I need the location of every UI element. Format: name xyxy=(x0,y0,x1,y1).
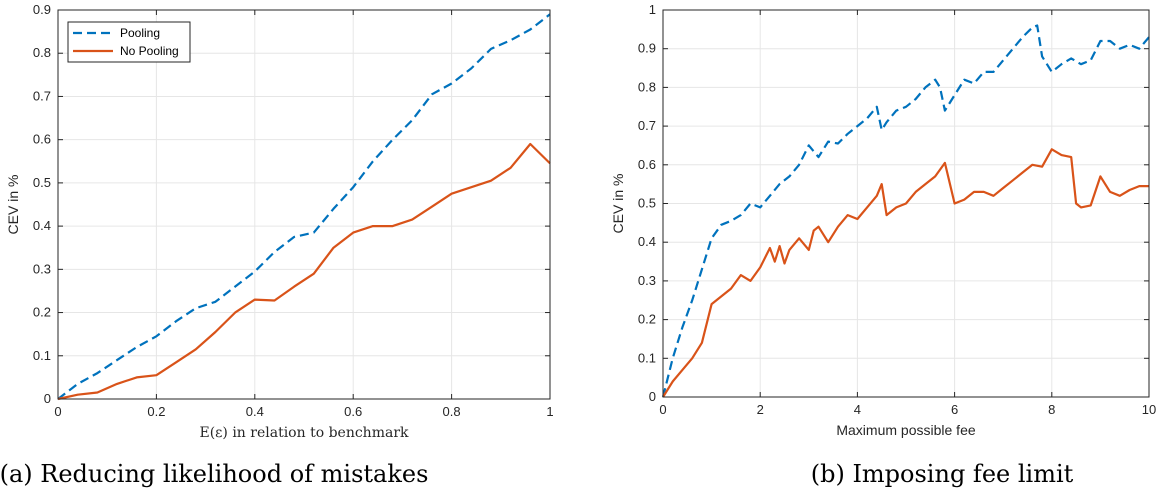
y-tick-label: 0.4 xyxy=(33,218,51,233)
y-tick-label: 0.1 xyxy=(638,350,656,365)
caption-b: (b) Imposing fee limit xyxy=(811,460,1074,488)
x-axis-label-a: E(ε) in relation to benchmark xyxy=(199,425,409,441)
legend-label-pooling: Pooling xyxy=(120,26,160,40)
x-tick-label: 6 xyxy=(951,402,958,417)
chart-panel-a: 0 0.2 0.4 0.6 0.8 1 0 0.1 0.2 0.3 0.4 0.5 0.6 0.7 0.8 0… xyxy=(0,2,554,488)
x-tick-label: 1 xyxy=(546,404,553,419)
grid-a xyxy=(57,9,551,400)
ticks-a: 0 0.2 0.4 0.6 0.8 1 0 0.1 0.2 0.3 0.4 0.5 0.6 0.7 0.8 0… xyxy=(33,2,554,419)
x-tick-label: 8 xyxy=(1048,402,1055,417)
ticks-b: 0 2 4 6 8 10 0 0.1 0.2 0.3 0.4 0.5 0.6 0.7 0.8 0.9 1 xyxy=(638,2,1156,417)
series-layer-b xyxy=(661,24,1150,398)
legend-label-no-pooling: No Pooling xyxy=(120,44,179,58)
x-tick-label: 0.8 xyxy=(443,404,461,419)
chart-panel-b: 0 2 4 6 8 10 0 0.1 0.2 0.3 0.4 0.5 0.6 0.7 0.8 0.9 1 Max… xyxy=(610,2,1156,488)
y-tick-label: 1 xyxy=(649,2,656,17)
series-layer-a xyxy=(57,13,551,401)
y-tick-label: 0.5 xyxy=(638,196,656,211)
x-axis-label-b: Maximum possible fee xyxy=(836,422,975,438)
y-tick-label: 0.5 xyxy=(33,175,51,190)
x-tick-label: 10 xyxy=(1142,402,1156,417)
x-tick-label: 0.6 xyxy=(344,404,362,419)
caption-a: (a) Reducing likelihood of mistakes xyxy=(0,460,428,488)
x-tick-label: 4 xyxy=(854,402,861,417)
y-tick-label: 0.1 xyxy=(33,348,51,363)
y-tick-label: 0.9 xyxy=(638,41,656,56)
y-tick-label: 0 xyxy=(44,391,51,406)
y-tick-label: 0.4 xyxy=(638,234,656,249)
y-tick-label: 0.3 xyxy=(638,273,656,288)
y-tick-label: 0.8 xyxy=(33,45,51,60)
y-axis-label-a: CEV in % xyxy=(5,175,21,235)
y-tick-label: 0.6 xyxy=(33,132,51,147)
y-tick-label: 0.2 xyxy=(638,312,656,327)
x-tick-label: 0 xyxy=(659,402,666,417)
series-line-no-pooling xyxy=(57,142,551,401)
x-tick-label: 0 xyxy=(54,404,61,419)
x-tick-label: 2 xyxy=(757,402,764,417)
y-tick-label: 0.6 xyxy=(638,157,656,172)
y-tick-label: 0.2 xyxy=(33,305,51,320)
series-line-pooling xyxy=(661,24,1150,398)
axes-frame-a xyxy=(57,9,551,400)
series-line-pooling xyxy=(57,13,551,400)
x-tick-label: 0.4 xyxy=(246,404,264,419)
x-tick-label: 0.2 xyxy=(147,404,165,419)
y-tick-label: 0.9 xyxy=(33,2,51,17)
y-tick-label: 0.3 xyxy=(33,261,51,276)
legend-box xyxy=(67,21,191,63)
y-tick-label: 0 xyxy=(649,389,656,404)
y-axis-label-b: CEV in % xyxy=(610,174,626,234)
y-tick-label: 0.7 xyxy=(638,118,656,133)
y-tick-label: 0.7 xyxy=(33,88,51,103)
y-tick-label: 0.8 xyxy=(638,79,656,94)
series-line-no-pooling xyxy=(662,148,1149,398)
legend-a: Pooling No Pooling xyxy=(67,21,191,63)
